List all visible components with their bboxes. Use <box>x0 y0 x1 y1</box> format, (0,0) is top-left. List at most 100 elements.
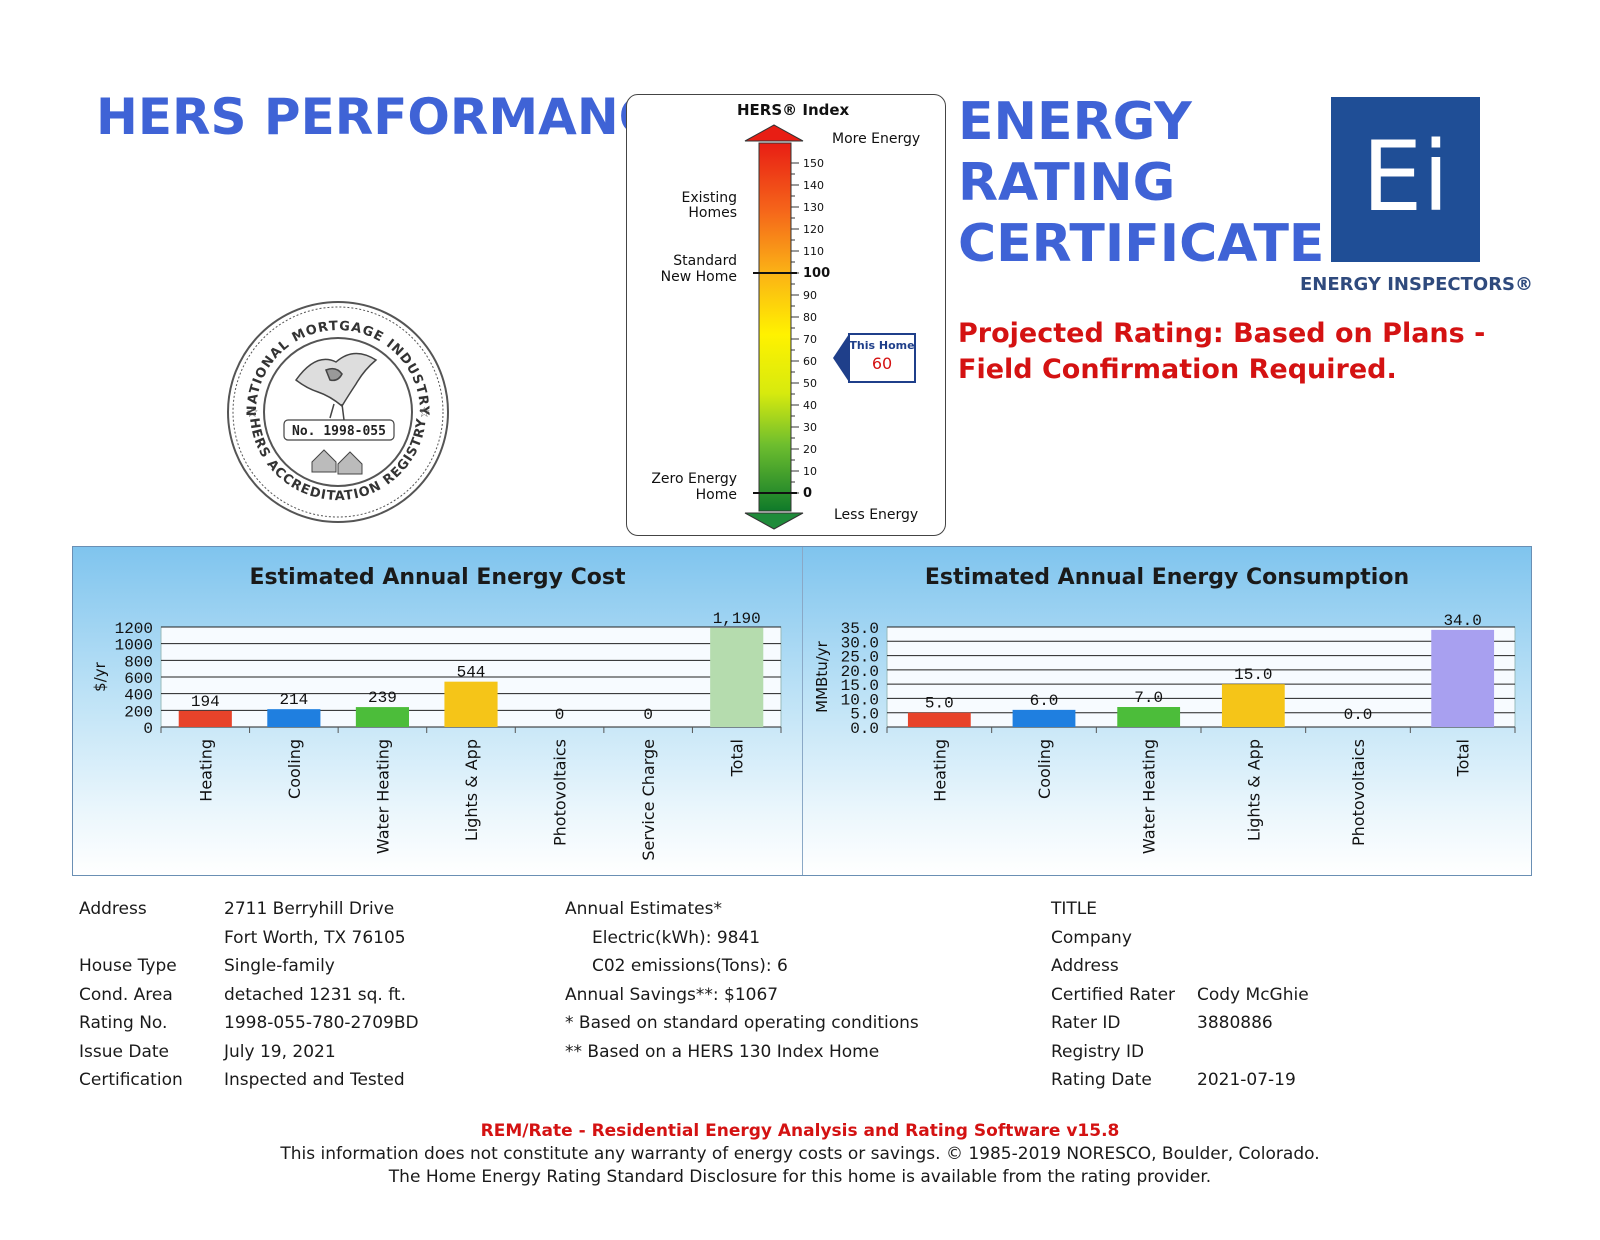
hers-tick-label: 80 <box>803 311 817 324</box>
existing-homes-label: Existing <box>682 190 737 206</box>
category-label: Cooling <box>285 739 304 799</box>
bar <box>178 710 232 727</box>
certificate-title: ENERGY RATING CERTIFICATE <box>958 92 1324 275</box>
hers-gradient-bar <box>758 142 792 512</box>
hers-tick-label: 150 <box>803 157 824 170</box>
hers-tick-label: 90 <box>803 289 817 302</box>
bar-value-label: 214 <box>279 691 308 709</box>
y-axis-label: MMBtu/yr <box>813 640 831 712</box>
logo-mark: Ei <box>1361 121 1450 233</box>
cost-chart: 120010008006004002000$/yr194Heating214Co… <box>91 610 782 861</box>
bar-value-label: 544 <box>457 664 486 682</box>
co2-estimate: C02 emissions(Tons): 6 <box>592 956 788 976</box>
bar <box>1221 684 1285 727</box>
warranty-disclaimer: This information does not constitute any… <box>280 1144 1320 1164</box>
category-label: Lights & App <box>1244 739 1263 841</box>
cond-area-value: detached 1231 sq. ft. <box>224 984 406 1005</box>
rater-values: Cody McGhie 3880886 2021-07-19 <box>1197 895 1309 1095</box>
registry-id-label: Registry ID <box>1051 1041 1145 1062</box>
rater-id-label: Rater ID <box>1051 1013 1121 1033</box>
category-label: Lights & App <box>462 739 481 841</box>
bar-value-label: 34.0 <box>1443 612 1481 630</box>
annual-savings: Annual Savings**: $1067 <box>565 984 779 1005</box>
hers-tick-label: 110 <box>803 245 824 258</box>
rater-title: TITLE <box>1051 899 1097 919</box>
estimate-note: * Based on standard operating conditions <box>565 1013 919 1033</box>
issue-date-label: Issue Date <box>79 1041 169 1062</box>
rating-no-value: 1998-055-780-2709BD <box>224 1013 419 1033</box>
y-tick-label: 1200 <box>115 620 153 638</box>
rating-date-label: Rating Date <box>1051 1070 1152 1090</box>
address-label: Address <box>79 899 147 919</box>
category-label: Heating <box>930 739 949 802</box>
hers-tick-label: 70 <box>803 333 817 346</box>
y-tick-label: 25.0 <box>841 649 879 667</box>
electric-estimate: Electric(kWh): 9841 <box>592 927 761 948</box>
bar-value-label: 7.0 <box>1134 689 1163 707</box>
certification-label: Certification <box>79 1070 183 1090</box>
bar <box>355 707 409 727</box>
hers-tick-label: 30 <box>803 421 817 434</box>
y-tick-label: 400 <box>124 687 153 705</box>
existing-homes-label: Homes <box>688 205 737 221</box>
y-tick-label: 35.0 <box>841 620 879 638</box>
y-tick-label: 5.0 <box>850 706 879 724</box>
hers-performance-title: HERS PERFORMANCE <box>96 88 690 146</box>
this-home-label: This Home <box>849 339 914 352</box>
y-tick-label: 0 <box>143 720 153 738</box>
bar-value-label: 0.0 <box>1344 706 1373 724</box>
hers-index-title: HERS® Index <box>737 101 850 119</box>
this-home-marker: This Home 60 <box>833 333 916 383</box>
property-labels: Address House Type Cond. Area Rating No.… <box>79 895 183 1095</box>
energy-charts-panel: Estimated Annual Energy Cost Estimated A… <box>72 546 1532 876</box>
category-label: Total <box>728 739 747 777</box>
y-axis-label: $/yr <box>91 661 109 691</box>
bar-value-label: 0 <box>555 706 565 724</box>
bar-value-label: 5.0 <box>925 695 954 713</box>
less-energy-label: Less Energy <box>834 507 918 523</box>
category-label: Water Heating <box>1140 739 1159 854</box>
rater-id-value: 3880886 <box>1197 1013 1273 1033</box>
address-line1: 2711 Berryhill Drive <box>224 899 395 919</box>
y-tick-label: 1000 <box>115 637 153 655</box>
bar-value-label: 1,190 <box>713 610 761 628</box>
hers-tick-label: 20 <box>803 443 817 456</box>
y-tick-label: 10.0 <box>841 691 879 709</box>
address-line2: Fort Worth, TX 76105 <box>224 927 406 948</box>
houses-icon <box>311 449 363 475</box>
category-label: Service Charge <box>639 739 658 861</box>
house-type-label: House Type <box>79 956 177 976</box>
y-tick-label: 800 <box>124 653 153 671</box>
up-arrow-icon <box>744 124 804 142</box>
disclosure-note: The Home Energy Rating Standard Disclosu… <box>388 1167 1212 1187</box>
y-tick-label: 20.0 <box>841 663 879 681</box>
category-label: Photovoltaics <box>1349 739 1368 846</box>
rating-no-label: Rating No. <box>79 1013 168 1033</box>
rating-date-value: 2021-07-19 <box>1197 1070 1296 1090</box>
consumption-chart-title: Estimated Annual Energy Consumption <box>924 565 1410 590</box>
property-values: 2711 Berryhill Drive Fort Worth, TX 7610… <box>224 895 419 1095</box>
hers-tick-label: 60 <box>803 355 817 368</box>
y-tick-label: 15.0 <box>841 677 879 695</box>
hers-tick-label: 100 <box>803 266 830 281</box>
down-arrow-icon <box>744 512 804 530</box>
hers-tick-label: 140 <box>803 179 824 192</box>
bar <box>267 709 321 727</box>
y-tick-label: 0.0 <box>850 720 879 738</box>
certified-rater-label: Certified Rater <box>1051 984 1176 1005</box>
bar-value-label: 6.0 <box>1030 692 1059 710</box>
certificate-title-line: CERTIFICATE <box>958 214 1325 274</box>
y-tick-label: 200 <box>124 703 153 721</box>
chart-divider <box>802 547 803 875</box>
house-type-value: Single-family <box>224 956 335 976</box>
hers-tick-label: 130 <box>803 201 824 214</box>
certification-value: Inspected and Tested <box>224 1070 405 1090</box>
logo-company-name: ENERGY INSPECTORS® <box>1300 274 1534 295</box>
cond-area-label: Cond. Area <box>79 984 173 1005</box>
hers-index-graphic: HERS® Index More Energy Less Energy 150 1… <box>651 101 920 530</box>
bar-value-label: 194 <box>191 693 220 711</box>
this-home-value: 60 <box>872 354 892 373</box>
category-label: Heating <box>196 739 215 802</box>
bar-value-label: 0 <box>643 706 653 724</box>
